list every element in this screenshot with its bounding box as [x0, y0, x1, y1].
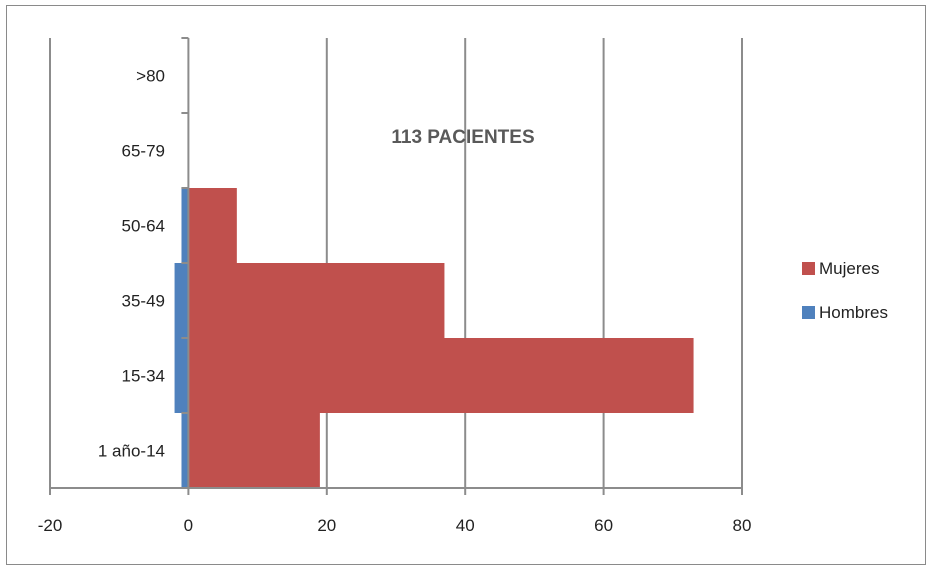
category-label: 15-34 [122, 367, 165, 386]
bar-hombres [181, 188, 189, 263]
x-tick-label: 40 [456, 516, 475, 535]
legend-swatch [802, 262, 815, 275]
legend-label: Mujeres [819, 259, 879, 278]
category-label: 65-79 [122, 142, 165, 161]
category-label: 50-64 [122, 217, 165, 236]
legend: Mujeres Hombres [802, 259, 888, 322]
x-tick-label: 80 [733, 516, 752, 535]
bar-mujeres [188, 413, 320, 488]
bar-mujeres [188, 338, 694, 413]
x-tick-label: 20 [317, 516, 336, 535]
category-label: >80 [136, 67, 165, 86]
category-labels: 1 año-14 15-34 35-49 50-64 65-79 >80 [98, 67, 165, 461]
category-label: 1 año-14 [98, 442, 165, 461]
legend-swatch [802, 306, 815, 319]
bar-hombres [181, 413, 189, 488]
x-tick-label: 0 [184, 516, 193, 535]
bar-hombres [174, 338, 189, 413]
bar-mujeres [188, 188, 237, 263]
x-tick-label: 60 [594, 516, 613, 535]
legend-label: Hombres [819, 303, 888, 322]
x-tick-labels: -20 0 20 40 60 80 [38, 516, 752, 535]
axes [49, 37, 743, 495]
chart-title: 113 PACIENTES [391, 127, 534, 148]
bars [174, 188, 694, 488]
category-label: 35-49 [122, 292, 165, 311]
bar-mujeres [188, 263, 445, 338]
x-tick-label: -20 [38, 516, 63, 535]
bar-hombres [174, 263, 189, 338]
